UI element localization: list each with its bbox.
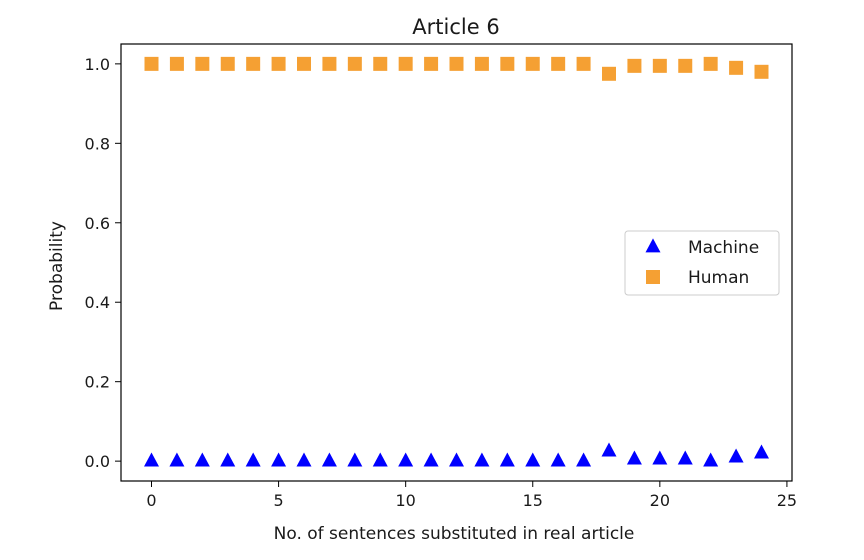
machine-point — [169, 452, 185, 467]
machine-point — [499, 452, 515, 467]
human-point — [169, 56, 184, 71]
machine-point — [321, 452, 337, 467]
machine-point — [449, 452, 464, 467]
x-tick-label: 10 — [395, 491, 415, 510]
human-point — [373, 56, 388, 71]
human-point — [729, 60, 744, 75]
x-tick-label: 20 — [650, 491, 670, 510]
human-point — [652, 58, 667, 73]
y-tick-label: 0.6 — [85, 214, 110, 233]
y-axis-label: Probability — [47, 221, 67, 311]
machine-point — [296, 452, 312, 467]
y-tick-label: 0.2 — [85, 373, 110, 392]
legend-human-label: Human — [688, 268, 749, 288]
machine-point — [703, 452, 719, 467]
machine-point — [754, 444, 769, 459]
machine-point — [372, 452, 388, 467]
human-point — [449, 56, 464, 71]
human-series — [144, 56, 769, 81]
human-point — [144, 56, 159, 71]
human-point — [602, 66, 616, 81]
machine-point — [550, 452, 566, 467]
machine-point — [677, 450, 693, 465]
machine-point — [652, 450, 668, 465]
machine-point — [728, 448, 744, 463]
human-point — [246, 56, 261, 71]
y-tick-label: 0.8 — [85, 134, 110, 153]
legend-machine-label: Machine — [688, 238, 759, 258]
machine-point — [474, 452, 490, 467]
human-point — [525, 56, 540, 71]
y-tick-label: 0.4 — [85, 293, 110, 312]
machine-point — [271, 452, 287, 467]
machine-point — [245, 452, 261, 467]
human-point — [627, 58, 642, 73]
human-point — [297, 56, 311, 71]
legend-frame — [624, 230, 780, 296]
legend-human-marker — [646, 270, 660, 284]
human-point — [424, 56, 439, 71]
machine-series — [144, 442, 769, 467]
x-tick-label: 5 — [273, 491, 283, 510]
x-tick-label: 25 — [777, 491, 797, 510]
human-point — [220, 56, 235, 71]
plot-marks — [144, 56, 769, 467]
x-tick-label: 0 — [146, 491, 156, 510]
human-point — [271, 56, 286, 71]
human-point — [678, 58, 693, 73]
machine-point — [601, 442, 617, 457]
human-point — [576, 56, 591, 71]
x-axis-label: No. of sentences substituted in real art… — [274, 524, 635, 544]
human-point — [474, 56, 489, 71]
x-tick-label: 15 — [523, 491, 543, 510]
machine-point — [626, 450, 642, 465]
human-point — [754, 64, 769, 79]
human-point — [398, 56, 413, 71]
y-tick-label: 0.0 — [85, 452, 110, 471]
machine-point — [423, 452, 439, 467]
plot-frame — [120, 43, 793, 482]
machine-point — [398, 452, 414, 467]
axis-ticks: 0 5 10 15 20 25 0.0 0.2 0.4 0.6 0.8 1.0 — [85, 55, 798, 510]
machine-point — [347, 452, 363, 467]
human-point — [500, 56, 515, 71]
machine-point — [144, 452, 159, 467]
human-point — [347, 56, 362, 71]
chart-title: Article 6 — [412, 15, 499, 39]
machine-point — [576, 452, 592, 467]
machine-point — [525, 452, 541, 467]
human-point — [551, 56, 566, 71]
legend-machine-marker — [645, 238, 661, 253]
human-point — [322, 56, 337, 71]
machine-point — [220, 452, 236, 467]
legend: Machine Human — [624, 230, 780, 296]
human-point — [195, 56, 210, 71]
human-point — [703, 56, 718, 71]
y-tick-label: 1.0 — [85, 55, 110, 74]
machine-point — [194, 452, 210, 467]
